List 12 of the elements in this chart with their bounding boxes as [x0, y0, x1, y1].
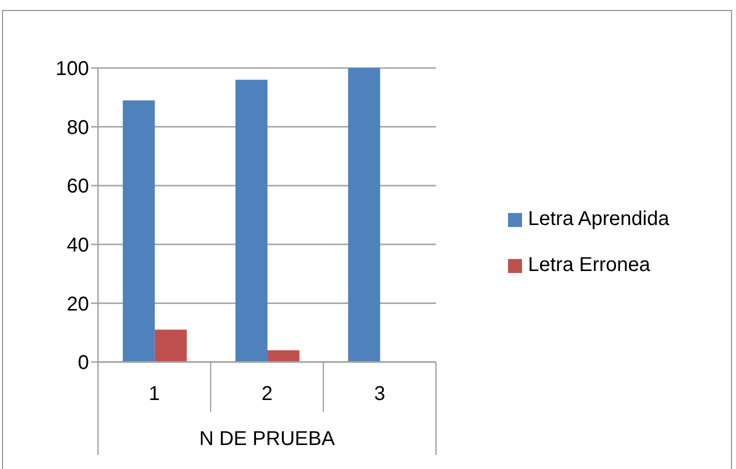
legend-label: Letra Aprendida [528, 208, 670, 230]
y-tick-label: 20 [66, 293, 89, 316]
y-tick-label: 80 [66, 116, 89, 139]
y-tick-label: 60 [66, 176, 89, 198]
y-tick-label: 0 [78, 352, 89, 374]
x-tick-label: 1 [148, 383, 160, 405]
x-tick-label: 3 [374, 383, 386, 405]
y-tick-label: 40 [66, 234, 89, 256]
x-tick-label: 2 [261, 383, 273, 405]
x-axis-title: N DE PRUEBA [199, 428, 336, 450]
legend-label: Letra Erronea [528, 254, 650, 276]
y-tick-label: 100 [56, 58, 89, 80]
